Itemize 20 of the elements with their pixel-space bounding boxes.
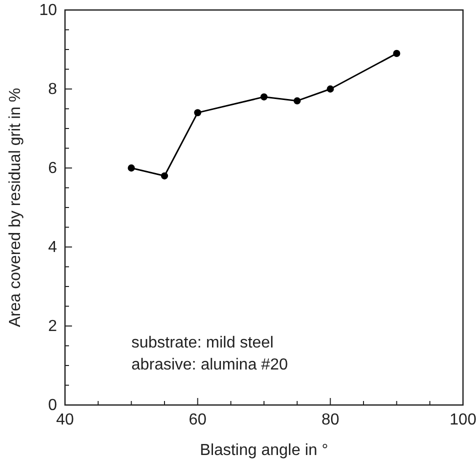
- x-axis-title: Blasting angle in °: [200, 442, 328, 459]
- y-axis-title: Area covered by residual grit in %: [7, 88, 24, 328]
- point: [128, 164, 135, 172]
- x-tick-label: 80: [321, 411, 340, 428]
- annotation: substrate: mild steel abrasive: alumina #20: [131, 334, 288, 374]
- point: [294, 97, 301, 104]
- point: [160, 172, 168, 180]
- x-tick-label: 60: [188, 411, 207, 428]
- point: [393, 50, 400, 58]
- y-tick-label: 0: [48, 397, 58, 414]
- y-tick-label: 8: [48, 81, 58, 98]
- y-tick-label: 4: [48, 239, 58, 256]
- point: [260, 93, 268, 100]
- point: [326, 85, 334, 93]
- y-tick-label: 2: [48, 318, 58, 336]
- x-tick-label: 40: [56, 411, 74, 428]
- point: [194, 109, 202, 116]
- y-tick-label: 6: [48, 160, 58, 178]
- x-tick-label: 100: [450, 411, 476, 428]
- y-tick-label: 10: [39, 2, 58, 20]
